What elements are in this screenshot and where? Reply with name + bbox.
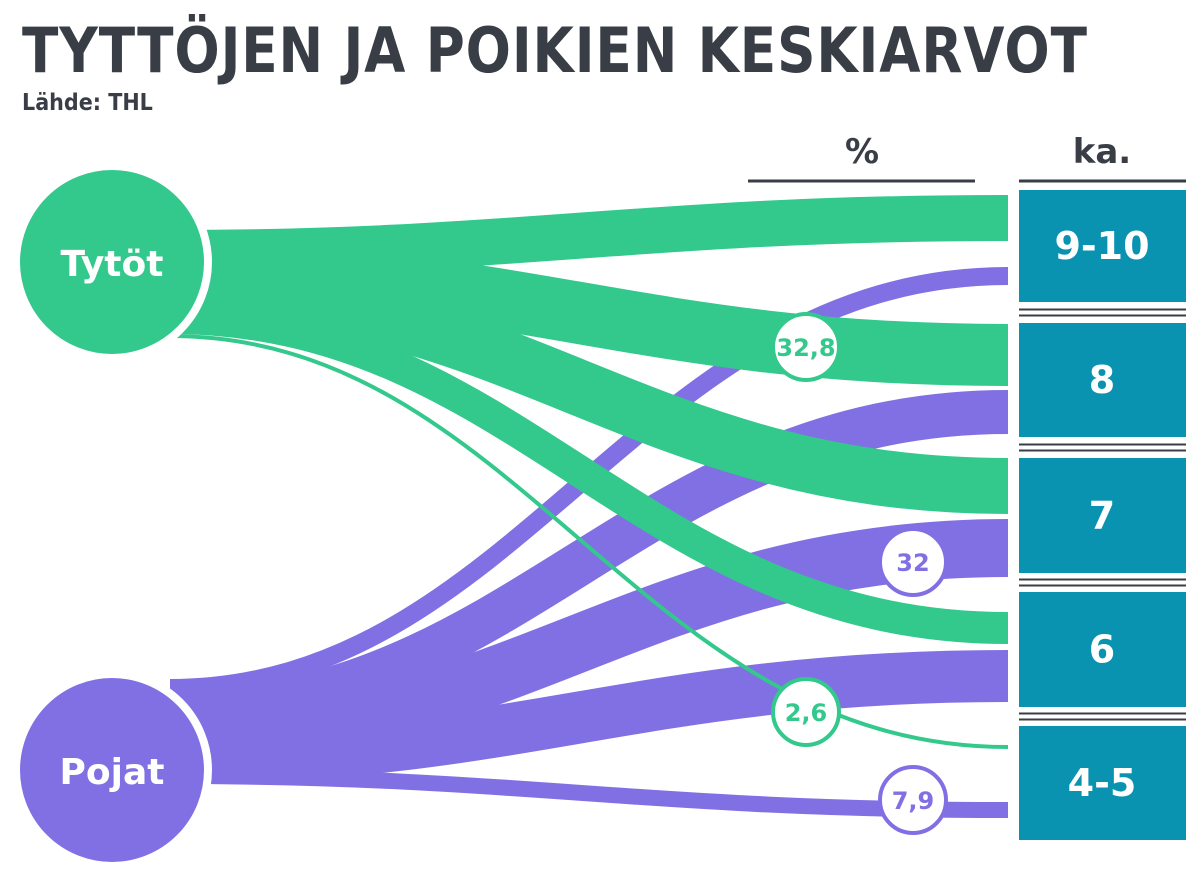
value-label-badge [771,312,841,382]
boys-node [12,670,212,870]
value-label-badge [878,765,948,835]
girls-node-label: Tytöt [61,244,164,285]
girls-flow-6 [169,302,1009,644]
category-label-7: 7 [1089,494,1115,538]
boys-flow-7 [169,519,1009,765]
value-label-text: 32 [896,549,929,577]
boys-flow-4-5 [169,768,1009,818]
category-box-6 [1019,592,1186,707]
source-label: Lähde: THL [22,90,153,116]
category-boxes: 9-10 8 7 6 4-5 [1019,190,1186,840]
category-label-9-10: 9-10 [1054,224,1149,268]
value-label-badge [771,677,841,747]
category-box-7 [1019,458,1186,573]
category-box-4-5 [1019,726,1186,840]
value-label-text: 32,8 [776,334,835,362]
category-box-8 [1019,323,1186,437]
girls-flow-4-5 [169,334,1009,749]
category-label-4-5: 4-5 [1068,761,1137,805]
average-header: ka. [1073,132,1131,172]
girls-node [12,162,212,362]
percent-header: % [845,132,879,172]
value-label-badge [878,527,948,597]
boys-node-label: Pojat [60,752,165,793]
boys-flow-6 [169,650,1009,784]
value-labels: 32,8 2,6 32 7,9 [771,312,948,835]
value-label-text: 7,9 [892,787,935,815]
boys-flow-8 [169,390,1009,734]
category-label-6: 6 [1089,628,1115,672]
flows-girls [169,195,1009,749]
category-label-8: 8 [1089,358,1115,402]
page-title: TYTTÖJEN JA POIKIEN KESKIARVOT [22,14,1088,87]
category-box-9-10 [1019,190,1186,302]
girls-flow-7 [169,264,1009,514]
value-label-text: 2,6 [785,699,828,727]
